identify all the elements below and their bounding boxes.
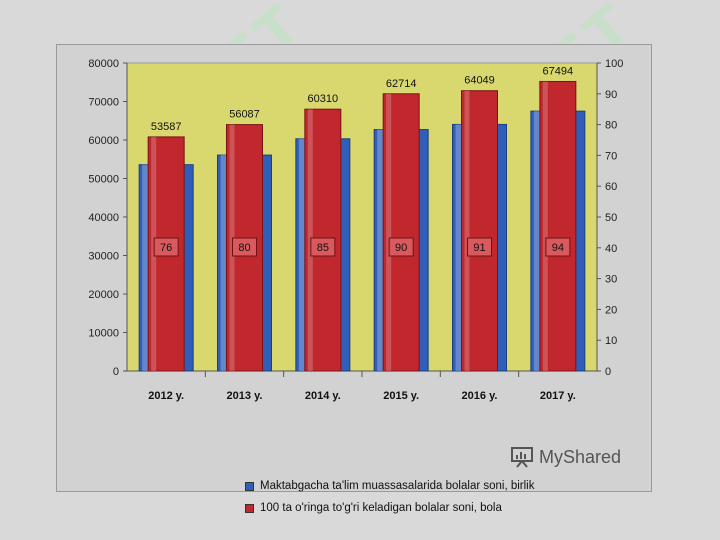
bar-children-per-100-highlight [542, 81, 548, 372]
bar-children-count-highlight [377, 129, 384, 371]
y-right-tick-label: 90 [605, 89, 617, 101]
data-label-box [310, 237, 336, 257]
y-right-tick-label: 30 [605, 274, 617, 286]
bar-children-per-100-highlight [307, 109, 313, 371]
data-label-children-per-100: 76 [160, 242, 172, 254]
y-right-tick-label: 10 [605, 335, 617, 347]
legend-swatch-blue [245, 481, 254, 491]
y-left-tick-label: 80000 [88, 58, 119, 70]
y-right-tick-label: 0 [605, 366, 611, 378]
y-left-tick-label: 50000 [88, 174, 119, 186]
data-label-children-per-100: 91 [473, 242, 485, 254]
chart-legend: Maktabgacha ta'lim muassasalarida bolala… [245, 475, 575, 519]
data-label-children-count: 60310 [308, 93, 339, 105]
plot-area [126, 62, 598, 372]
y-left-tick-label: 10000 [88, 328, 119, 340]
data-label-box [545, 237, 571, 257]
bar-children-per-100-highlight [151, 136, 157, 371]
data-label-children-per-100: 80 [238, 242, 250, 254]
bar-children-count-highlight [455, 124, 462, 371]
data-label-children-per-100: 85 [317, 242, 329, 254]
y-right-tick-label: 70 [605, 150, 617, 162]
data-label-box [467, 237, 492, 257]
bar-children-count-highlight [142, 164, 149, 371]
x-tick-label: 2013 y. [227, 390, 263, 402]
y-left-tick-label: 30000 [88, 251, 119, 263]
y-left-tick-label: 60000 [88, 135, 119, 147]
data-label-box [232, 237, 257, 257]
bar-children-per-100 [461, 90, 498, 372]
myshared-watermark: MyShared [510, 446, 621, 468]
y-left-tick-label: 70000 [88, 97, 119, 109]
y-right-tick-label: 20 [605, 304, 617, 316]
y-right-tick-label: 100 [605, 58, 623, 70]
legend-label-children-per-100: 100 ta o'ringa to'g'ri keladigan bolalar… [260, 502, 502, 514]
legend-swatch-red [245, 503, 254, 513]
y-left-tick-label: 0 [113, 366, 119, 378]
bar-children-per-100 [539, 80, 577, 372]
bar-children-count-highlight [220, 155, 227, 371]
data-label-children-count: 64049 [464, 75, 495, 87]
chart-card: 0 10000 20000 30000 40000 50000 60000 70000 8000… [56, 44, 652, 514]
data-label-children-count: 56087 [229, 109, 260, 121]
y-left-tick-label: 20000 [88, 289, 119, 301]
y-right-tick-label: 80 [605, 120, 617, 132]
y-left-tick-label: 40000 [88, 212, 119, 224]
data-label-children-count: 62714 [386, 78, 417, 90]
x-tick-label: 2016 y. [462, 390, 498, 402]
x-tick-label: 2015 y. [383, 390, 419, 402]
bar-children-count-highlight [298, 138, 305, 371]
data-label-children-count: 67494 [543, 65, 574, 77]
presentation-icon [511, 447, 533, 468]
brand-text: MyShared [539, 446, 622, 467]
y-right-tick-label: 40 [605, 243, 617, 255]
y-right-tick-label: 50 [605, 212, 617, 224]
legend-item-children-count: Maktabgacha ta'lim muassasalarida bolala… [245, 475, 575, 497]
bar-children-per-100-highlight [464, 90, 470, 371]
data-label-children-per-100: 94 [552, 242, 564, 254]
data-label-children-count: 53587 [151, 121, 182, 133]
x-tick-label: 2017 y. [540, 390, 576, 402]
bar-children-per-100-highlight [386, 93, 392, 372]
data-label-box [153, 237, 179, 257]
x-tick-label: 2012 y. [148, 390, 184, 402]
legend-label-children-count: Maktabgacha ta'lim muassasalarida bolala… [260, 480, 535, 492]
bar-children-count-highlight [533, 111, 540, 371]
legend-item-children-per-100: 100 ta o'ringa to'g'ri keladigan bolalar… [245, 497, 575, 519]
bar-children-per-100 [382, 93, 420, 372]
y-right-tick-label: 60 [605, 181, 617, 193]
x-tick-label: 2014 y. [305, 390, 341, 402]
data-label-box [388, 237, 414, 257]
chart-canvas: 0 10000 20000 30000 40000 50000 60000 70000 8000… [88, 58, 623, 402]
data-label-children-per-100: 90 [395, 242, 407, 254]
